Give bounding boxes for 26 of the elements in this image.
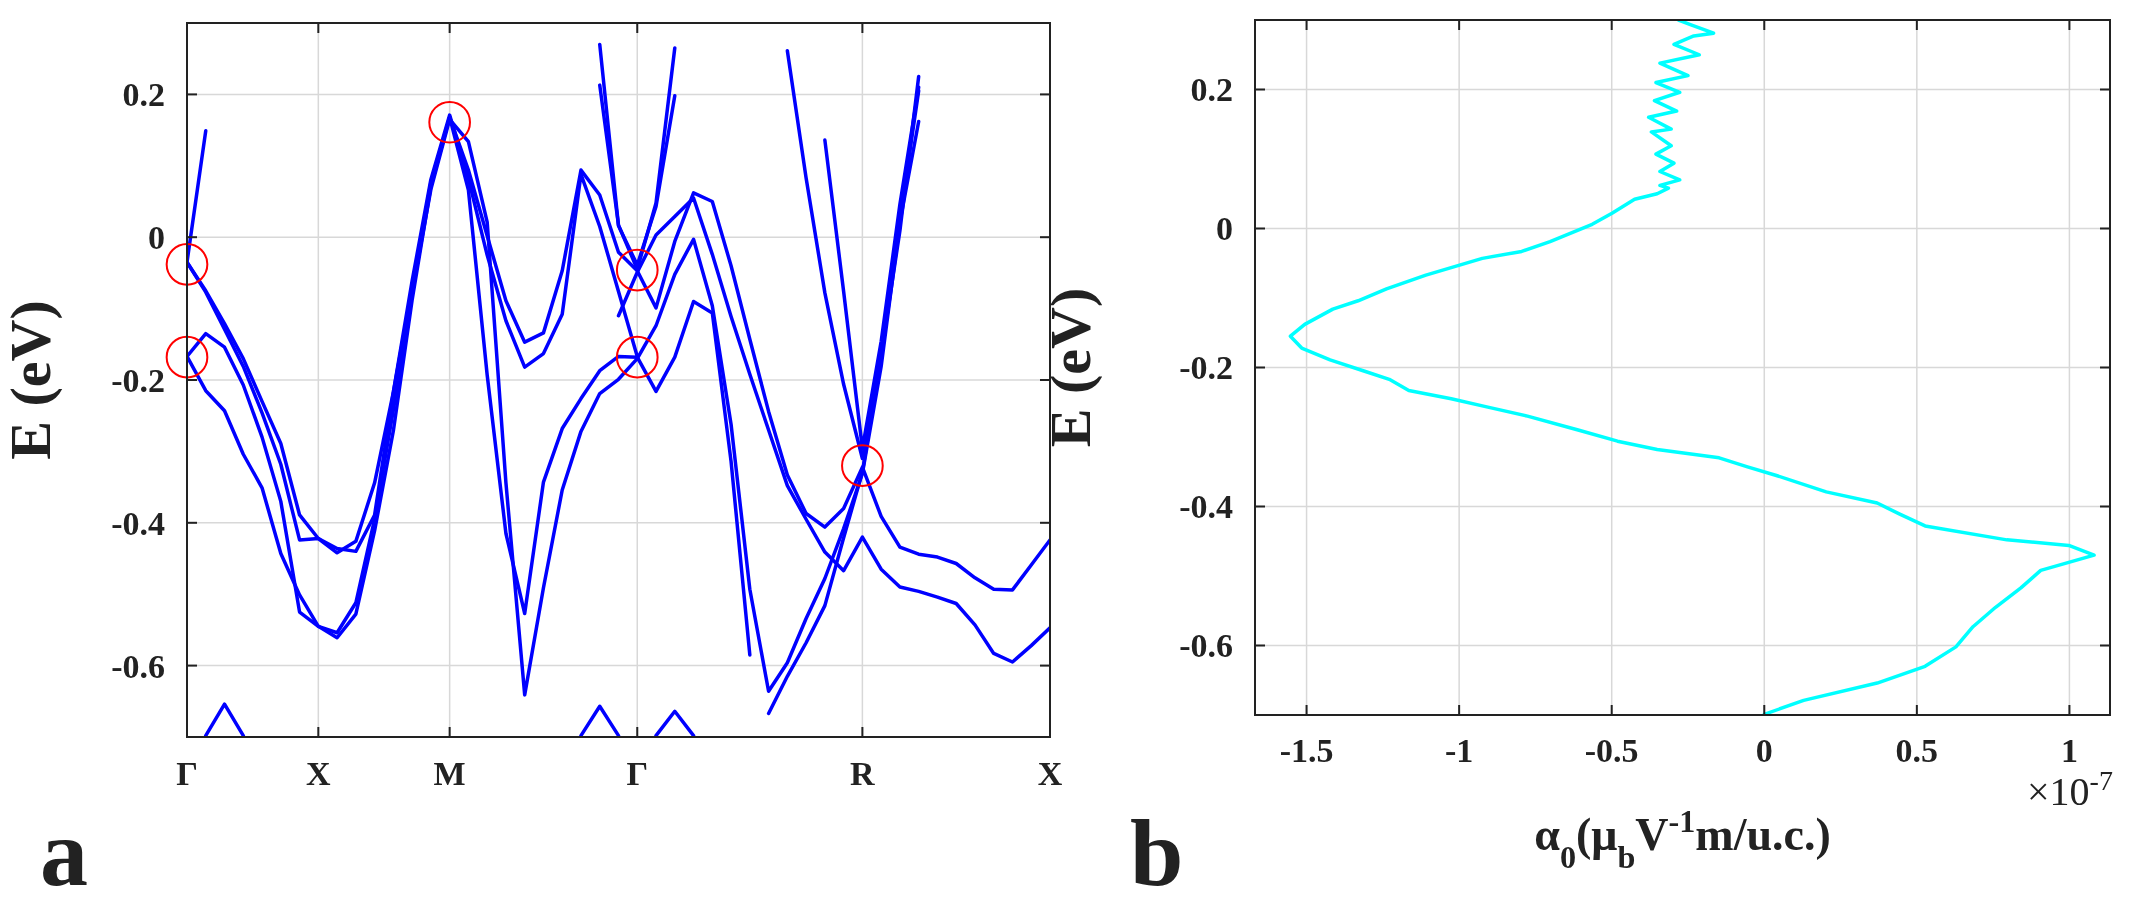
- y-axis-title: E (eV): [1038, 287, 1103, 448]
- y-tick-label: -0.4: [1179, 488, 1233, 526]
- y-tick-label: 0.2: [1190, 71, 1233, 109]
- y-tick-label: -0.2: [111, 361, 165, 399]
- x-tick-label: X: [306, 755, 332, 792]
- text: b: [1130, 799, 1184, 900]
- y-tick-label: 0.2: [122, 76, 165, 114]
- x-tick-label: M: [433, 755, 466, 792]
- x-tick-label: Γ: [176, 755, 198, 792]
- x-tick-label: Γ: [626, 755, 649, 792]
- y-tick-label: -0.4: [111, 504, 165, 542]
- x-tick-label: R: [850, 755, 876, 792]
- x-tick-label: -1: [1444, 732, 1474, 769]
- x-tick-label: -0.5: [1584, 732, 1639, 769]
- y-tick-label: -0.2: [1179, 349, 1233, 387]
- y-tick-label: -0.6: [1179, 627, 1233, 665]
- y-tick-label: 0: [148, 219, 165, 257]
- x-axis-title: α$_{0}$(μ$_{b}$V$^{-1}$m/u.c.): [1534, 803, 1831, 875]
- x-tick-label: -1.5: [1279, 732, 1334, 769]
- y-tick-label: -0.6: [111, 647, 165, 685]
- x-tick-label: 0.5: [1895, 732, 1939, 769]
- text: a: [40, 799, 88, 900]
- y-tick-label: 0: [1216, 210, 1233, 248]
- y-axis-title: E (eV): [0, 300, 63, 460]
- x-tick-label: 0: [1755, 732, 1773, 769]
- x-tick-label: X: [1037, 755, 1063, 792]
